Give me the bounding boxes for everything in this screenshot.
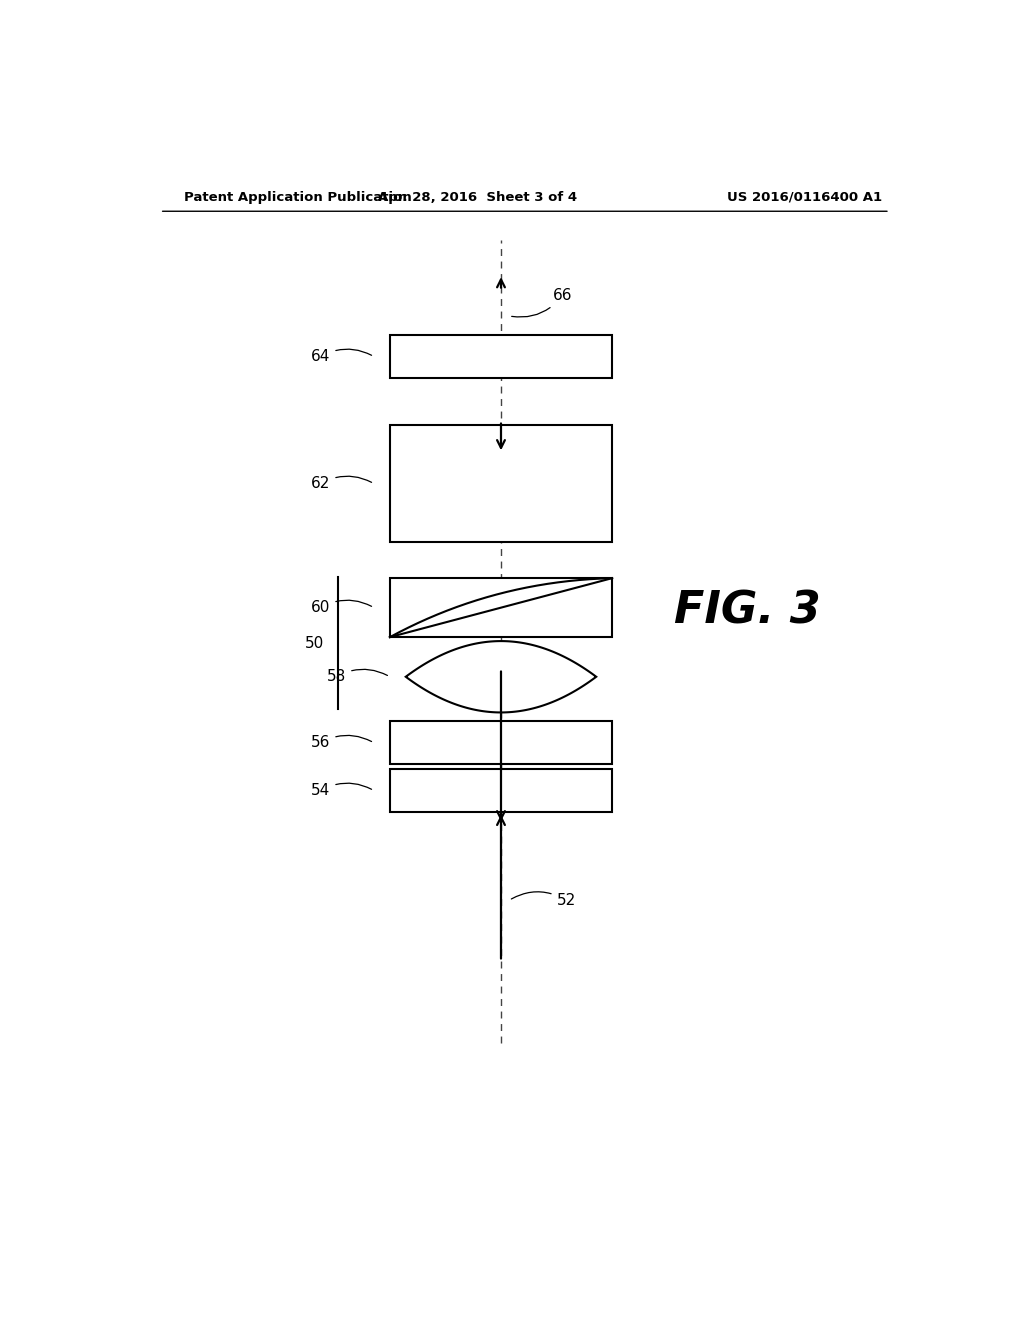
- Text: FIG. 3: FIG. 3: [674, 589, 820, 632]
- Text: 54: 54: [311, 783, 372, 799]
- Text: 66: 66: [512, 288, 572, 317]
- Text: 58: 58: [327, 669, 387, 684]
- Text: US 2016/0116400 A1: US 2016/0116400 A1: [727, 190, 882, 203]
- Bar: [390, 425, 612, 543]
- Text: 60: 60: [311, 601, 372, 615]
- Bar: [390, 722, 612, 764]
- Polygon shape: [406, 642, 596, 713]
- Text: 56: 56: [311, 735, 372, 750]
- Text: 52: 52: [511, 892, 575, 908]
- Text: Patent Application Publication: Patent Application Publication: [183, 190, 412, 203]
- Bar: [390, 578, 612, 638]
- Text: 62: 62: [311, 477, 372, 491]
- Text: 50: 50: [305, 636, 324, 651]
- Text: 64: 64: [311, 348, 372, 364]
- Bar: [390, 770, 612, 812]
- Text: Apr. 28, 2016  Sheet 3 of 4: Apr. 28, 2016 Sheet 3 of 4: [378, 190, 577, 203]
- Bar: [390, 335, 612, 378]
